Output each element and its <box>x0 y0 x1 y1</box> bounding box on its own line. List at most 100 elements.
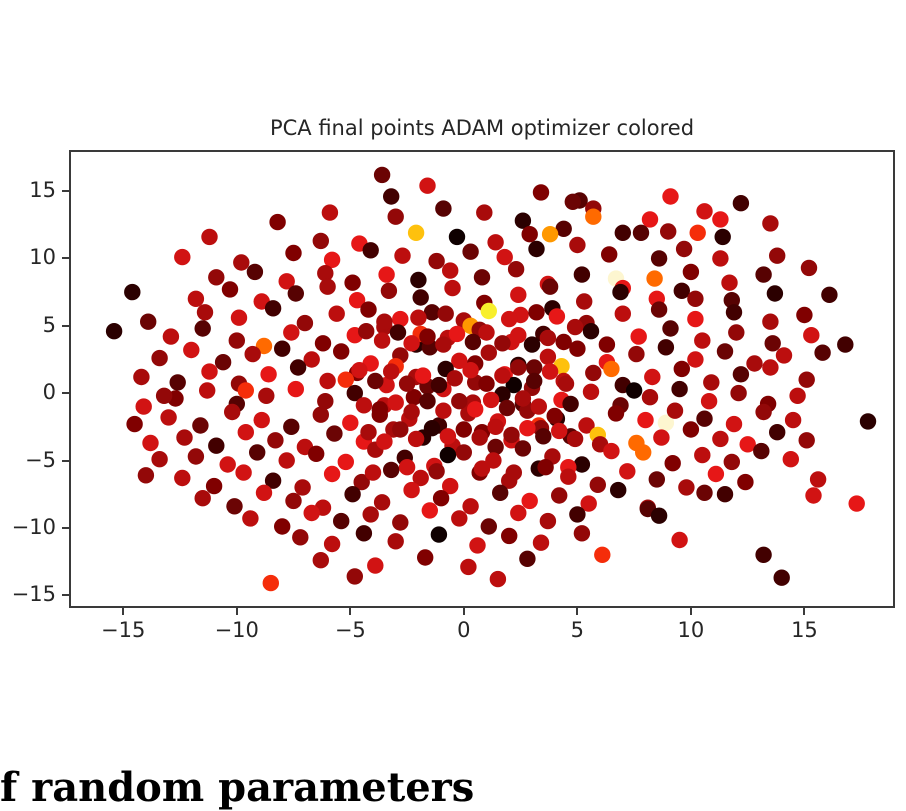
scatter-point <box>255 484 273 501</box>
scatter-point <box>482 391 500 409</box>
scatter-point <box>224 403 241 421</box>
scatter-plot <box>105 166 877 592</box>
scatter-point <box>392 310 409 328</box>
scatter-point <box>383 188 400 205</box>
scatter-point <box>630 328 647 345</box>
x-axis-tick-label: 0 <box>457 618 471 642</box>
scatter-point <box>155 387 173 404</box>
scatter-point <box>837 336 854 353</box>
scatter-point <box>264 472 282 489</box>
scatter-point <box>703 374 720 391</box>
scatter-point <box>537 459 554 476</box>
y-axis-tick <box>62 392 69 395</box>
scatter-point <box>464 333 482 351</box>
scatter-point <box>646 270 663 287</box>
scatter-point <box>510 359 527 376</box>
scatter-point <box>407 430 425 448</box>
scatter-point <box>160 409 177 426</box>
scatter-point <box>582 383 600 400</box>
scatter-point <box>730 384 747 402</box>
scatter-point <box>551 422 568 440</box>
scatter-point <box>614 224 631 241</box>
scatter-point <box>360 424 377 441</box>
scatter-point <box>208 269 225 286</box>
scatter-point <box>473 269 491 286</box>
scatter-point <box>689 224 706 241</box>
scatter-point <box>521 226 538 243</box>
scatter-point <box>603 360 620 378</box>
scatter-point <box>650 301 668 318</box>
scatter-point <box>766 285 784 302</box>
scatter-point <box>478 324 495 341</box>
scatter-point <box>650 507 668 524</box>
scatter-point <box>264 300 282 317</box>
scatter-point <box>446 370 463 387</box>
scatter-point <box>582 323 600 340</box>
scatter-point <box>126 415 143 433</box>
scatter-point <box>535 428 552 445</box>
scatter-point <box>412 289 429 306</box>
scatter-point <box>664 455 681 472</box>
scatter-point <box>532 534 550 551</box>
scatter-point <box>564 193 581 210</box>
x-axis-tick <box>576 608 579 615</box>
scatter-point <box>133 368 150 386</box>
scatter-point <box>519 420 536 437</box>
y-axis-tick-label: 10 <box>29 245 56 270</box>
scatter-point <box>294 479 311 496</box>
scatter-point <box>755 266 772 283</box>
scatter-point <box>789 387 806 404</box>
scatter-point <box>287 380 304 398</box>
y-axis-tick <box>62 594 69 597</box>
scatter-point <box>716 343 734 360</box>
scatter-point <box>432 490 450 507</box>
scatter-point <box>237 382 254 399</box>
scatter-point <box>308 445 325 462</box>
scatter-point <box>455 421 472 438</box>
scatter-point <box>394 247 411 264</box>
scatter-point <box>333 343 350 360</box>
scatter-point <box>716 486 734 503</box>
scatter-point <box>725 415 743 433</box>
scatter-point <box>694 446 711 464</box>
y-axis-tick-label: −10 <box>11 514 56 539</box>
scatter-point <box>405 389 423 406</box>
scatter-point <box>398 375 416 392</box>
scatter-point <box>494 335 511 352</box>
scatter-point <box>383 461 400 479</box>
scatter-point <box>260 366 277 383</box>
y-axis-tick-label: 5 <box>42 312 56 337</box>
scatter-point <box>821 286 838 303</box>
scatter-point <box>448 228 466 246</box>
scatter-point <box>403 403 420 421</box>
scatter-point <box>644 368 661 386</box>
scatter-point <box>362 242 379 259</box>
scatter-point <box>585 208 602 225</box>
scatter-point <box>419 393 436 410</box>
scatter-point <box>532 184 550 201</box>
scatter-point <box>560 468 577 485</box>
scatter-point <box>546 407 563 425</box>
scatter-point <box>541 226 559 243</box>
scatter-point <box>769 424 786 441</box>
scatter-point <box>671 380 688 398</box>
scatter-point <box>501 310 518 328</box>
scatter-point <box>435 336 452 353</box>
scatter-point <box>614 305 631 322</box>
scatter-point <box>494 367 511 384</box>
scatter-point <box>373 332 391 349</box>
scatter-point <box>230 309 248 326</box>
scatter-point <box>314 335 332 352</box>
scatter-point <box>530 398 547 415</box>
scatter-point <box>176 429 193 446</box>
scatter-point <box>505 376 522 394</box>
scatter-point <box>657 414 675 431</box>
scatter-point <box>526 359 543 376</box>
scatter-point <box>455 444 472 461</box>
scatter-point <box>442 477 459 495</box>
scatter-point <box>428 252 445 270</box>
scatter-point <box>317 265 334 282</box>
scatter-point <box>417 549 434 566</box>
scatter-point <box>462 243 479 260</box>
scatter-point <box>473 460 491 477</box>
